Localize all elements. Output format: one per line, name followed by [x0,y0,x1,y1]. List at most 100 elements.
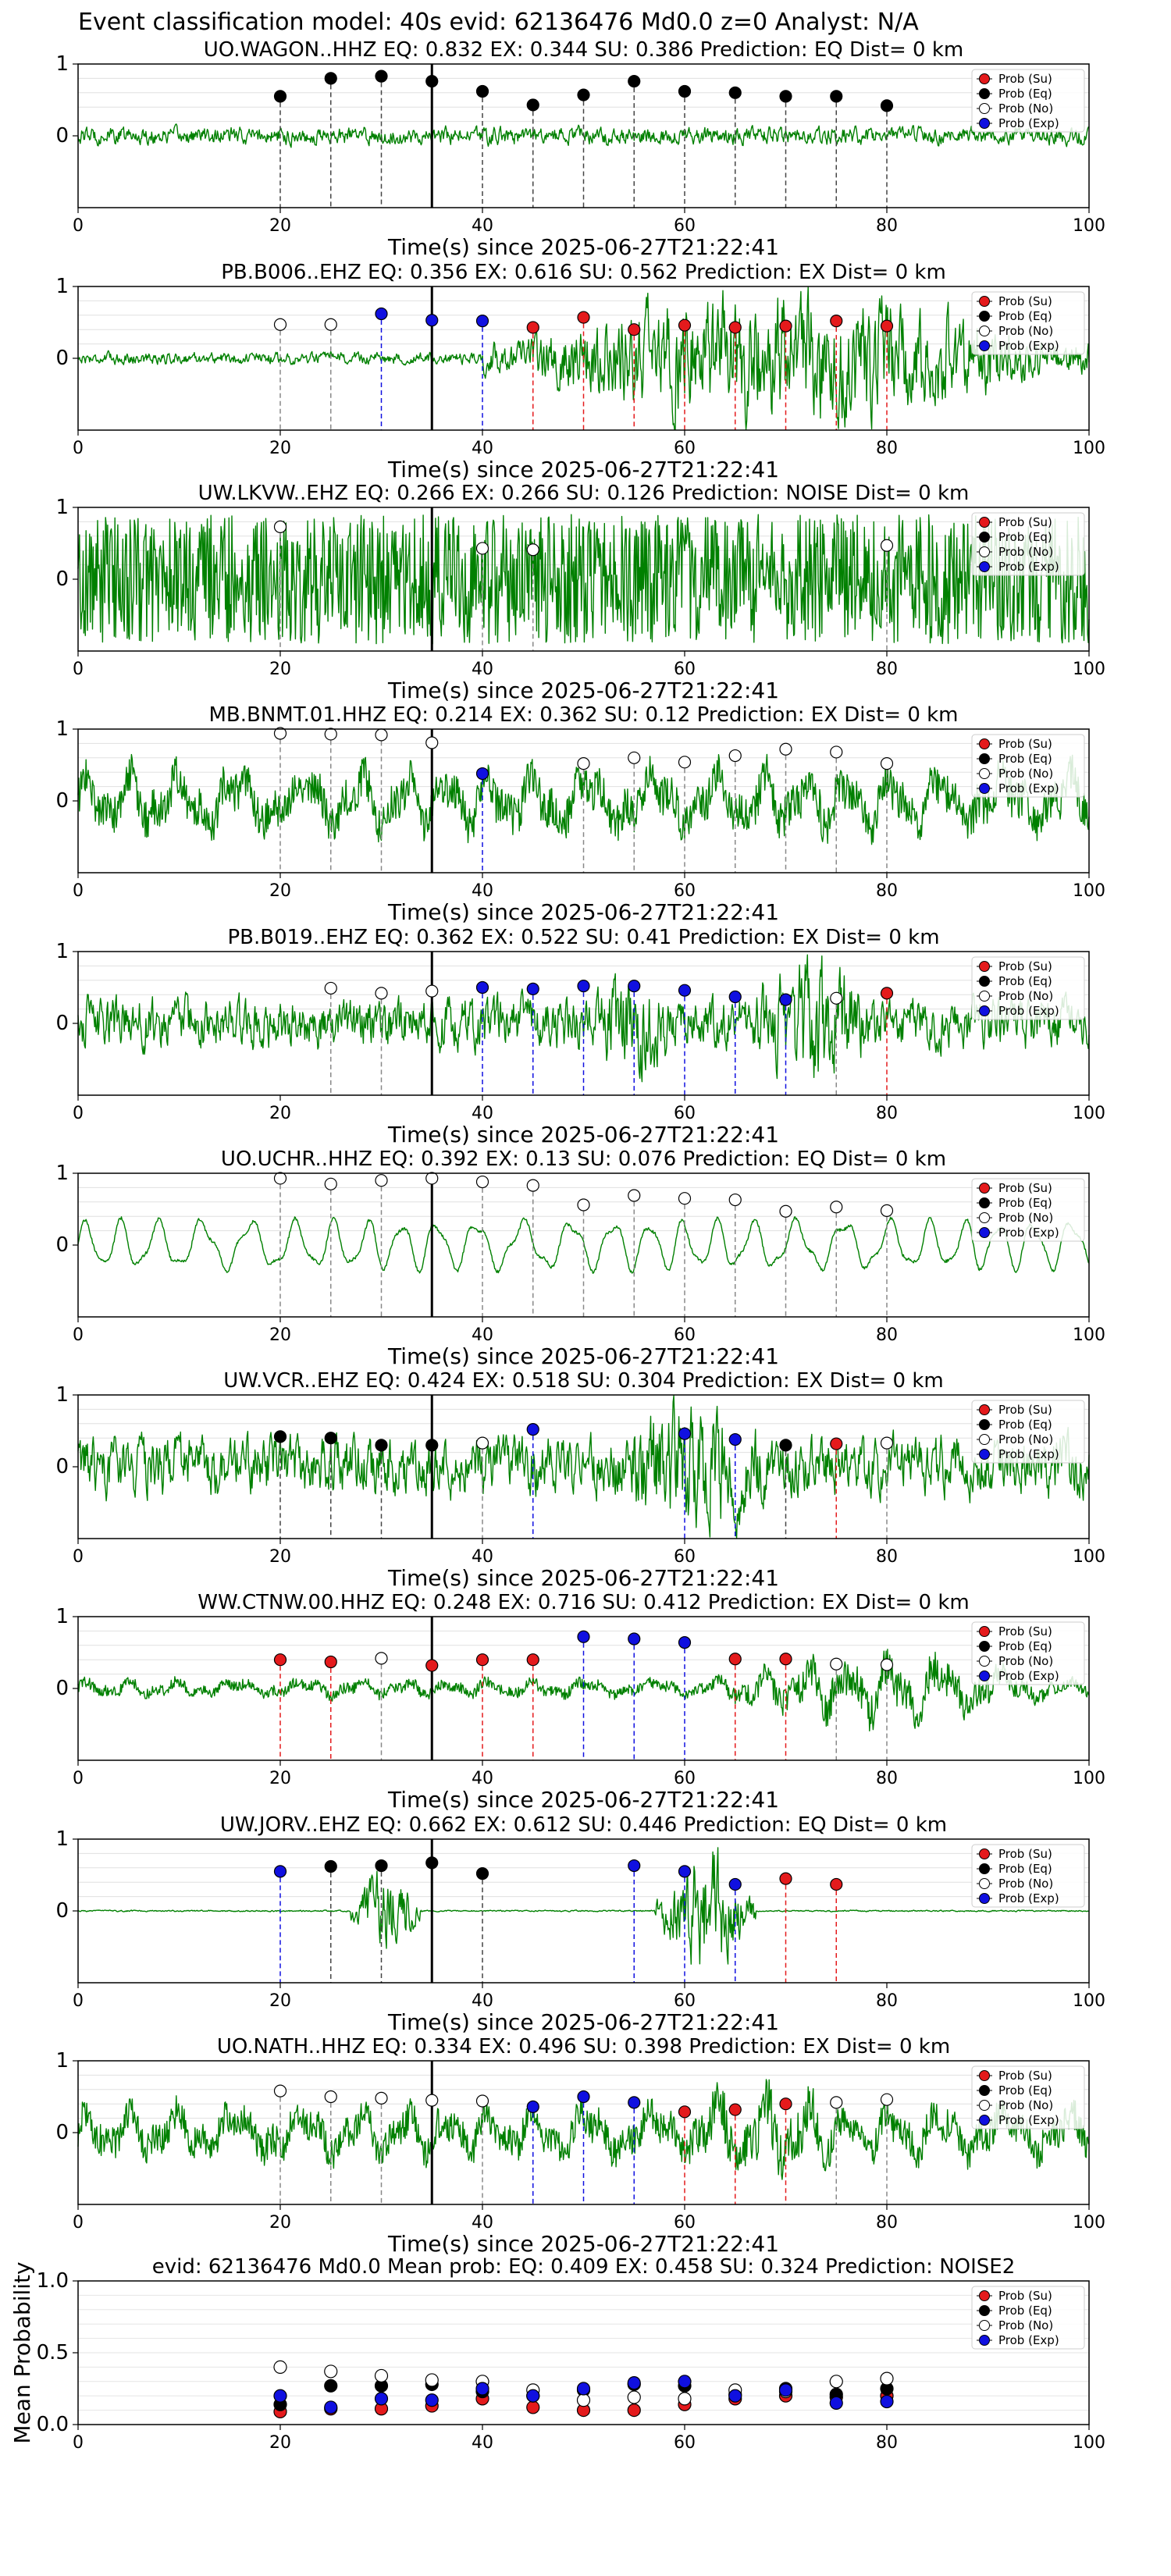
x-tick-label: 40 [472,1769,493,1788]
probability-point [779,742,792,756]
y-tick-label: 0 [55,2121,69,2144]
legend-label: Prob (No) [998,1432,1053,1446]
x-axis-label: Time(s) since 2025-06-27T21:22:41 [387,1565,779,1591]
probability-point [880,2093,894,2106]
y-tick-label: 0 [55,1455,69,1478]
probability-point [375,728,388,742]
panel-title: MB.BNMT.01.HHZ EQ: 0.214 EX: 0.362 SU: 0… [208,703,958,727]
panel-title: PB.B019..EHZ EQ: 0.362 EX: 0.522 SU: 0.4… [227,926,939,949]
legend-box [971,512,1085,576]
legend-marker [979,753,990,764]
x-tick-label: 40 [472,1547,493,1567]
probability-point [375,69,388,83]
legend-marker [979,1183,990,1194]
x-tick-label: 100 [1073,1104,1105,1123]
x-axis-label: Time(s) since 2025-06-27T21:22:41 [387,2231,779,2257]
probability-point [475,315,489,328]
x-tick-label: 100 [1073,2433,1105,2453]
x-tick-label: 20 [269,1547,291,1567]
waveform-trace [77,514,1090,645]
legend-label: Prob (Eq) [998,2083,1052,2097]
legend-label: Prob (Exp) [998,2113,1059,2127]
legend-box [971,1178,1085,1242]
legend-box [971,1844,1085,1908]
legend-marker [979,73,990,84]
probability-point [830,991,843,1005]
x-tick-label: 0 [73,1104,84,1123]
x-axis-label: Time(s) since 2025-06-27T21:22:41 [387,678,779,703]
probability-point [425,74,439,88]
legend-label: Prob (No) [998,545,1053,559]
probability-point [324,981,337,995]
legend-marker [979,118,990,129]
legend-label: Prob (Eq) [998,752,1052,766]
mean-probability-point [728,2389,742,2403]
panel-title: PB.B006..EHZ EQ: 0.356 EX: 0.616 SU: 0.5… [221,261,946,284]
probability-point [880,1436,894,1450]
legend-label: Prob (No) [998,767,1053,781]
mean-probability-panel: 0 20 40 60 80 100 0.0 0.5 1.0 evid: 62136476 Md0.… [9,2255,1105,2453]
legend-box [971,69,1085,133]
panel-title: WW.CTNW.00.HHZ EQ: 0.248 EX: 0.716 SU: 0… [198,1591,969,1614]
legend-marker [979,532,990,543]
mean-probability-point [374,2368,389,2383]
x-tick-label: 40 [472,2213,493,2233]
x-tick-label: 0 [73,1769,84,1788]
legend-marker [979,768,990,779]
x-tick-label: 80 [876,1325,898,1345]
x-tick-label: 60 [674,1769,696,1788]
mean-probability-point [526,2400,540,2414]
probability-point [628,1859,641,1873]
station-panel: 0 20 40 60 80 100 0 1 PB.B019..EHZ EQ: 0.362 EX:… [55,926,1105,1147]
legend-label: Prob (No) [998,2318,1053,2332]
probability-point [526,1423,539,1436]
x-tick-label: 60 [674,2433,696,2453]
x-tick-label: 100 [1073,1769,1105,1788]
probability-point [628,751,641,764]
y-tick-label: 1 [55,1162,69,1185]
probability-point [324,1177,337,1190]
probability-point [830,1201,843,1214]
x-axis-label: Time(s) since 2025-06-27T21:22:41 [387,2009,779,2035]
waveform-trace [77,1649,1090,1732]
y-tick-label: 0 [55,1899,69,1923]
probability-point [526,1653,539,1667]
probability-point [324,728,337,741]
x-tick-label: 80 [876,1547,898,1567]
legend-label: Prob (Eq) [998,1862,1052,1876]
x-tick-label: 100 [1073,2213,1105,2233]
legend-marker [979,1434,990,1445]
x-tick-label: 60 [674,1325,696,1345]
panel-title: UW.LKVW..EHZ EQ: 0.266 EX: 0.266 SU: 0.1… [198,482,970,505]
legend-marker [979,340,990,351]
legend-marker [979,961,990,972]
probability-point [880,757,894,770]
probability-point [475,1175,489,1189]
probability-point [425,1856,439,1870]
x-tick-label: 20 [269,1769,291,1788]
probability-point [678,984,692,997]
mean-probability-point [425,2373,439,2387]
mean-probability-point [576,2382,591,2396]
legend-marker [979,1670,990,1681]
mean-probability-point [627,2403,641,2418]
x-tick-label: 100 [1073,216,1105,236]
y-tick-label: 1 [55,275,69,298]
legend-label: Prob (Exp) [998,1447,1059,1461]
probability-point [577,980,590,993]
mean-probability-point [880,2394,894,2409]
probability-point [728,2103,742,2116]
probability-point [526,321,539,334]
mean-probability-point [273,2389,287,2403]
probability-point [425,984,439,998]
legend-label: Prob (Su) [998,2289,1052,2303]
probability-point [324,1655,337,1669]
probability-point [880,319,894,333]
legend-label: Prob (Su) [998,294,1052,308]
probability-point [425,1172,439,1185]
legend-marker [979,2115,990,2126]
x-axis-label: Time(s) since 2025-06-27T21:22:41 [387,899,779,925]
mean-probability-point [374,2392,389,2406]
legend-marker [979,2305,990,2316]
legend-marker [979,1227,990,1238]
